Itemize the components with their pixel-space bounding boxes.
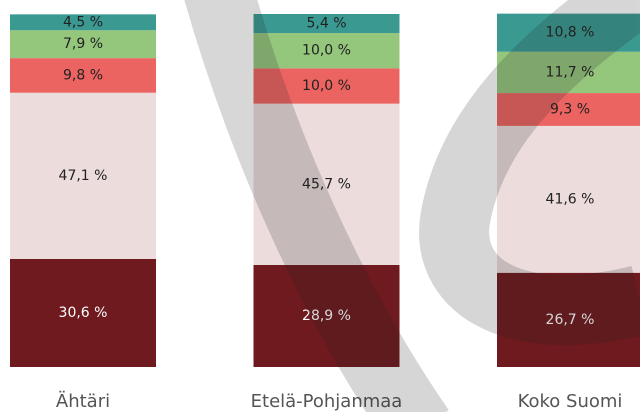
x-tick-label: Etelä-Pohjanmaa xyxy=(251,391,403,412)
bar-segment xyxy=(497,93,640,126)
value-label: 5,4 % xyxy=(306,16,346,32)
bar-segment xyxy=(10,58,156,93)
value-label: 41,6 % xyxy=(546,191,595,207)
bar-segment xyxy=(497,51,640,94)
x-tick-label: Koko Suomi xyxy=(518,391,623,412)
bar-segment xyxy=(497,125,640,273)
value-label: 10,0 % xyxy=(302,43,351,59)
plot: 30,6 % 47,1 % 9,8 % 7,9 % 4,5 % Ähtäri 28,9 % 4… xyxy=(10,13,640,412)
value-label: 45,7 % xyxy=(302,176,351,192)
bar-segment xyxy=(497,272,640,367)
bar-segment xyxy=(253,103,400,265)
value-label: 9,3 % xyxy=(550,101,590,117)
value-label: 7,9 % xyxy=(63,36,103,52)
watermark xyxy=(184,0,640,412)
bar-segment xyxy=(10,30,156,59)
value-label: 28,9 % xyxy=(302,308,351,324)
bar-segment xyxy=(253,33,400,69)
watermark-stroke xyxy=(419,0,640,346)
bar-segment xyxy=(10,92,156,259)
value-label: 11,7 % xyxy=(546,64,595,80)
bar-segment xyxy=(497,13,640,52)
value-label: 47,1 % xyxy=(59,168,108,184)
value-label: 26,7 % xyxy=(546,312,595,328)
value-label: 10,0 % xyxy=(302,78,351,94)
bar-segment xyxy=(253,264,400,367)
bar-segment xyxy=(10,258,156,367)
value-label: 9,8 % xyxy=(63,67,103,83)
value-label: 4,5 % xyxy=(63,14,103,30)
value-label: 10,8 % xyxy=(546,25,595,41)
watermark-stroke xyxy=(184,0,449,412)
bar-segment xyxy=(253,68,400,104)
bar-segment xyxy=(10,14,156,31)
value-label: 30,6 % xyxy=(59,305,108,321)
x-tick-label: Ähtäri xyxy=(56,391,110,412)
bar-segment xyxy=(253,14,400,34)
